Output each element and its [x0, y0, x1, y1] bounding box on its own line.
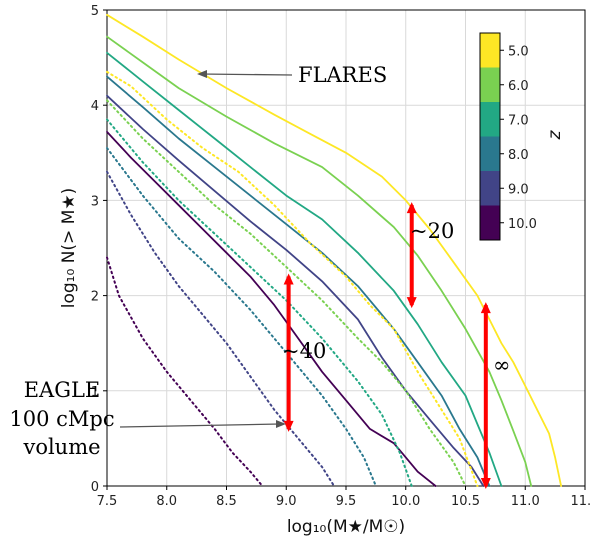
x-tick-label: 8.5	[216, 494, 237, 509]
y-tick-label: 3	[91, 194, 99, 209]
y-tick-label: 5	[91, 4, 99, 19]
arrows-group	[283, 202, 491, 489]
x-tick-label: 10.5	[451, 494, 480, 509]
colorbar-tick-label: 6.0	[508, 79, 529, 94]
flares-pointer-arrow	[199, 73, 293, 76]
eagle-label-line2: 100 cMpc	[9, 407, 114, 431]
colorbar-label: z	[545, 129, 565, 140]
colorbar-frame	[479, 32, 501, 241]
y-axis-label: log₁₀ N(> M★)	[59, 188, 79, 309]
series-line-z7_0-solid	[106, 51, 503, 487]
series-line-z6_0-solid	[106, 35, 533, 487]
colorbar-tick-label: 5.0	[508, 44, 529, 59]
eagle-label-line1: EAGLE	[24, 378, 101, 402]
gap-arrow-head-down	[480, 478, 491, 489]
eagle-pointer-arrowhead	[276, 420, 286, 428]
gap-arrow-head-up	[480, 302, 491, 314]
x-tick-label: 9.0	[276, 494, 297, 509]
gap-arrow-head-up	[283, 273, 294, 285]
colorbar-tick-label: 8.0	[508, 148, 529, 163]
colorbar-tick-label: 9.0	[508, 182, 529, 197]
x-tick-label: 11.5	[571, 494, 592, 509]
series-line-z6_0-dotted	[106, 99, 467, 487]
series-group	[106, 13, 562, 487]
flares-label: FLARES	[298, 63, 387, 87]
colorbar-tick-label: 10.0	[508, 217, 537, 232]
gap-label-infinity: ∞	[493, 353, 511, 377]
y-tick-label: 4	[91, 99, 99, 114]
series-line-z5_0-dotted	[106, 70, 479, 487]
x-tick-label: 8.0	[156, 494, 177, 509]
colorbar-segment	[480, 67, 500, 103]
colorbar: 5.0 6.0 7.0 8.0 9.0 10.0	[479, 32, 537, 241]
series-line-z9_0-solid	[106, 94, 485, 487]
series-line-z9_0-dotted	[106, 170, 336, 487]
eagle-pointer-arrow	[119, 423, 281, 428]
series-line-z8_0-solid	[106, 75, 491, 487]
eagle-label-line3: volume	[22, 435, 100, 459]
series-line-z5_0-solid	[106, 13, 562, 487]
x-axis-label: log₁₀(M★/M☉)	[287, 517, 405, 537]
flares-pointer-arrowhead	[197, 70, 207, 78]
gap-arrow-head-up	[406, 202, 417, 214]
x-tick-label: 11.0	[511, 494, 540, 509]
series-line-z7_0-dotted	[106, 118, 413, 487]
y-tick-label: 2	[91, 290, 99, 305]
gap-label-20: ~20	[410, 219, 454, 243]
x-tick-label: 7.5	[97, 494, 118, 509]
colorbar-segment	[480, 33, 500, 68]
series-line-z8_0-dotted	[106, 147, 377, 487]
colorbar-segment	[480, 136, 500, 172]
colorbar-segment	[480, 171, 500, 206]
y-tick-label: 0	[91, 480, 99, 495]
gap-arrow-head-down	[406, 297, 417, 309]
grid	[107, 10, 585, 486]
x-tick-label: 9.5	[336, 494, 357, 509]
colorbar-tick-label: 7.0	[508, 113, 529, 128]
y-tick-label: 1	[91, 385, 99, 400]
x-tick-label: 10.0	[391, 494, 420, 509]
tick-labels: 7.5 8.0 8.5 9.0 9.5 10.0 10.5 11.0 11.5 0 1 2 3 4 5	[91, 4, 592, 509]
colorbar-segment	[480, 102, 500, 137]
series-line-z10_0-dotted	[106, 256, 264, 487]
series-line-z10_0-solid	[106, 131, 437, 487]
colorbar-segment	[480, 205, 500, 241]
gap-label-40: ~40	[282, 339, 326, 363]
gap-arrow-head-down	[283, 420, 294, 432]
